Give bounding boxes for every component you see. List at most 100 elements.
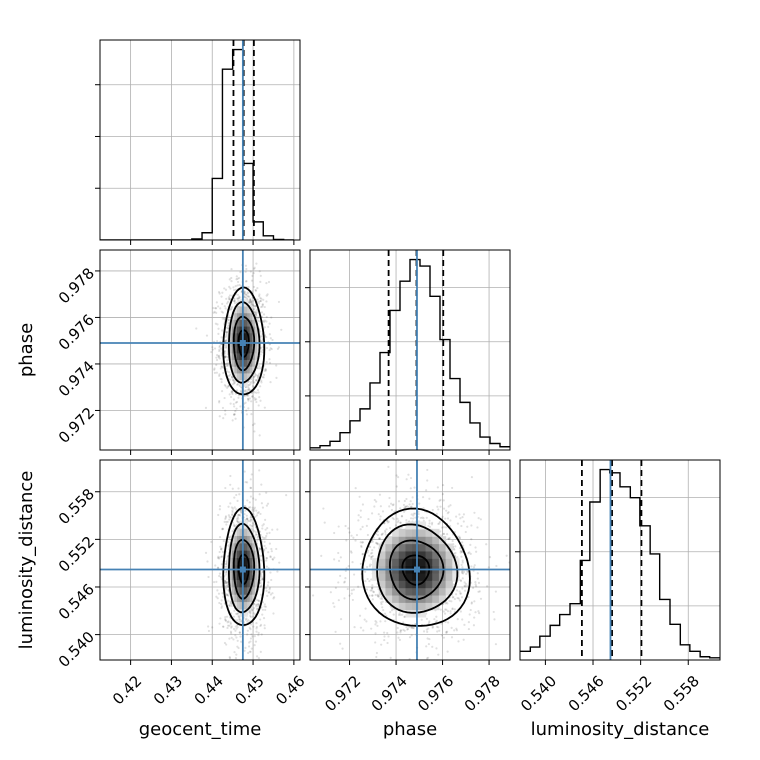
panel-phase-hist bbox=[305, 249, 511, 455]
sample-point bbox=[371, 555, 374, 558]
sample-point bbox=[231, 509, 234, 512]
sample-point bbox=[230, 625, 233, 628]
sample-point bbox=[461, 587, 464, 590]
sample-point bbox=[440, 634, 443, 637]
sample-point bbox=[233, 413, 236, 416]
sample-point bbox=[254, 515, 257, 518]
sample-point bbox=[217, 305, 220, 308]
sample-point bbox=[221, 406, 225, 410]
density-cell bbox=[254, 352, 259, 361]
sample-point bbox=[238, 620, 241, 623]
density-cell bbox=[432, 543, 440, 552]
sample-point bbox=[269, 571, 272, 574]
sample-point bbox=[225, 581, 228, 585]
sample-point bbox=[404, 505, 408, 508]
y-tick-label: 0.558 bbox=[55, 485, 98, 528]
sample-point bbox=[263, 549, 266, 552]
sample-point bbox=[246, 291, 249, 294]
sample-point bbox=[247, 397, 250, 400]
sample-point bbox=[225, 330, 228, 333]
sample-point bbox=[413, 486, 416, 489]
sample-point bbox=[376, 593, 379, 596]
sample-point bbox=[221, 365, 224, 368]
sample-point bbox=[260, 593, 263, 596]
sample-point bbox=[271, 528, 274, 531]
sample-point bbox=[427, 627, 430, 630]
density-cell bbox=[231, 319, 236, 327]
sample-point bbox=[449, 610, 452, 613]
sample-point bbox=[406, 628, 409, 631]
sample-point bbox=[425, 645, 428, 648]
y-tick-label: 0.972 bbox=[55, 404, 98, 447]
density-cell bbox=[412, 528, 420, 537]
sample-point bbox=[431, 521, 434, 524]
sample-point bbox=[251, 423, 255, 427]
sample-point bbox=[229, 622, 232, 625]
sample-point bbox=[244, 505, 247, 508]
sample-point bbox=[392, 518, 395, 521]
sample-point bbox=[454, 554, 457, 557]
sample-point bbox=[233, 297, 236, 301]
density-cell bbox=[231, 586, 236, 595]
sample-point bbox=[236, 639, 239, 642]
sample-point bbox=[370, 578, 373, 581]
sample-point bbox=[462, 520, 465, 523]
density-cell bbox=[234, 528, 238, 536]
sample-point bbox=[252, 607, 256, 610]
sample-point bbox=[224, 562, 227, 566]
sample-point bbox=[236, 383, 239, 386]
density-cell bbox=[418, 543, 427, 552]
density-cell bbox=[392, 587, 400, 596]
sample-point bbox=[223, 641, 227, 645]
sample-point bbox=[354, 539, 357, 542]
density-cell bbox=[254, 579, 259, 588]
density-cell bbox=[231, 359, 236, 367]
sample-point bbox=[218, 535, 222, 539]
sample-point bbox=[459, 610, 462, 613]
sample-point bbox=[383, 612, 387, 615]
sample-point bbox=[244, 280, 248, 283]
sample-point bbox=[252, 303, 255, 307]
sample-point bbox=[251, 379, 255, 383]
sample-point bbox=[229, 600, 232, 603]
density-cell bbox=[438, 543, 447, 552]
sample-point bbox=[228, 297, 231, 300]
sample-point bbox=[261, 348, 264, 352]
sample-point bbox=[256, 607, 259, 610]
sample-point bbox=[236, 516, 239, 519]
sample-point bbox=[453, 548, 456, 551]
sample-point bbox=[235, 278, 238, 281]
sample-point bbox=[433, 666, 435, 668]
sample-point bbox=[428, 621, 431, 624]
sample-point bbox=[370, 555, 373, 559]
sample-point bbox=[232, 402, 235, 406]
sample-point bbox=[225, 584, 228, 587]
sample-point bbox=[262, 313, 266, 316]
sample-point bbox=[428, 519, 431, 522]
sample-point bbox=[402, 503, 406, 507]
sample-point bbox=[475, 585, 478, 588]
sample-point bbox=[221, 527, 224, 530]
panel-frame bbox=[309, 459, 511, 661]
sample-point bbox=[217, 592, 221, 595]
density-cell bbox=[425, 594, 433, 603]
density-cell bbox=[239, 326, 243, 334]
density-cell bbox=[244, 312, 248, 320]
sample-point bbox=[227, 362, 230, 365]
density-cell bbox=[249, 586, 253, 595]
sample-point bbox=[252, 285, 256, 289]
sample-point bbox=[381, 606, 384, 609]
sample-point bbox=[364, 570, 367, 573]
sample-point bbox=[207, 629, 211, 633]
sample-point bbox=[260, 340, 263, 343]
sample-point bbox=[230, 602, 233, 606]
sample-point bbox=[454, 593, 458, 596]
sample-point bbox=[235, 301, 239, 304]
sample-point bbox=[237, 297, 240, 300]
sample-point bbox=[438, 499, 441, 502]
sample-point bbox=[399, 613, 402, 617]
sample-point bbox=[260, 633, 263, 636]
sample-point bbox=[444, 526, 448, 529]
sample-point bbox=[254, 640, 258, 643]
